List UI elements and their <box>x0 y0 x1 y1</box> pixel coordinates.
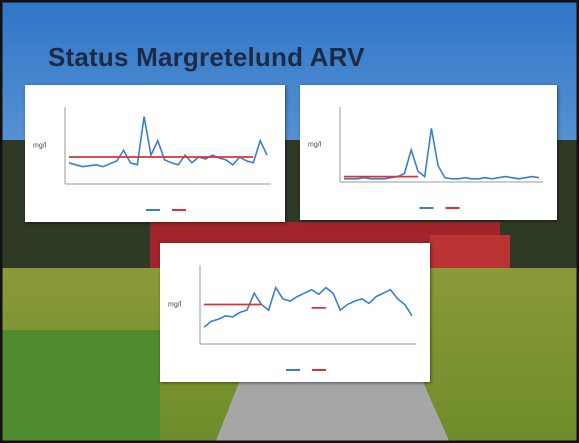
y-axis-label: mg/l <box>308 141 322 148</box>
y-axis-label: mg/l <box>168 301 182 308</box>
y-axis-label: mg/l <box>33 142 47 149</box>
data-line <box>344 128 539 178</box>
chart-panel: mg/l <box>160 243 430 382</box>
slide: Status Margretelund ARV mg/l mg/l mg/l <box>0 0 579 443</box>
chart-panel: mg/l <box>300 85 557 220</box>
slide-title: Status Margretelund ARV <box>48 42 365 73</box>
chart-panel: mg/l <box>25 85 285 222</box>
data-line <box>204 288 412 328</box>
data-line <box>69 117 267 167</box>
